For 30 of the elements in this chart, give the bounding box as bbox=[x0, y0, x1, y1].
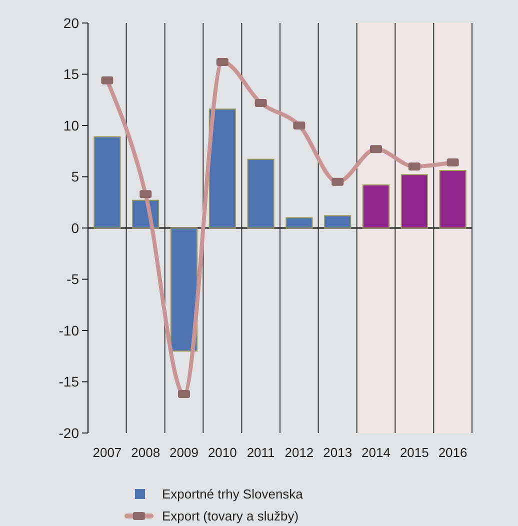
x-tick-label: 2010 bbox=[208, 445, 237, 460]
bar bbox=[170, 228, 198, 352]
y-tick-label: 5 bbox=[71, 168, 80, 185]
x-tick-label: 2014 bbox=[362, 445, 390, 460]
x-tick-label: 2012 bbox=[284, 445, 314, 460]
y-tick-label: -15 bbox=[58, 374, 80, 390]
x-tick-label: 2013 bbox=[323, 445, 352, 460]
x-tick-label: 2016 bbox=[438, 445, 468, 460]
bar bbox=[208, 108, 236, 228]
bar bbox=[286, 217, 313, 228]
x-tick-label: 2007 bbox=[92, 445, 122, 460]
legend-label: Exportné trhy Slovenska bbox=[162, 486, 304, 502]
y-tick-label: 0 bbox=[71, 220, 80, 236]
y-tick-label: -20 bbox=[58, 424, 80, 441]
bar bbox=[362, 184, 390, 228]
y-tick-label: 10 bbox=[63, 117, 80, 134]
x-tick-label: 2008 bbox=[131, 445, 160, 460]
x-tick-label: 2011 bbox=[246, 445, 275, 460]
bar bbox=[247, 158, 274, 228]
y-tick-label: -5 bbox=[66, 271, 80, 288]
bar bbox=[439, 170, 466, 228]
y-tick-label: -10 bbox=[58, 322, 80, 338]
bar bbox=[94, 136, 121, 228]
bar bbox=[400, 174, 428, 228]
x-tick-label: 2015 bbox=[400, 445, 429, 460]
legend-label: Export (tovary a služby) bbox=[162, 508, 299, 524]
y-tick-label: 15 bbox=[63, 66, 80, 82]
y-tick-label: 20 bbox=[63, 14, 80, 31]
x-tick-label: 2009 bbox=[170, 445, 198, 460]
bar bbox=[324, 215, 352, 228]
